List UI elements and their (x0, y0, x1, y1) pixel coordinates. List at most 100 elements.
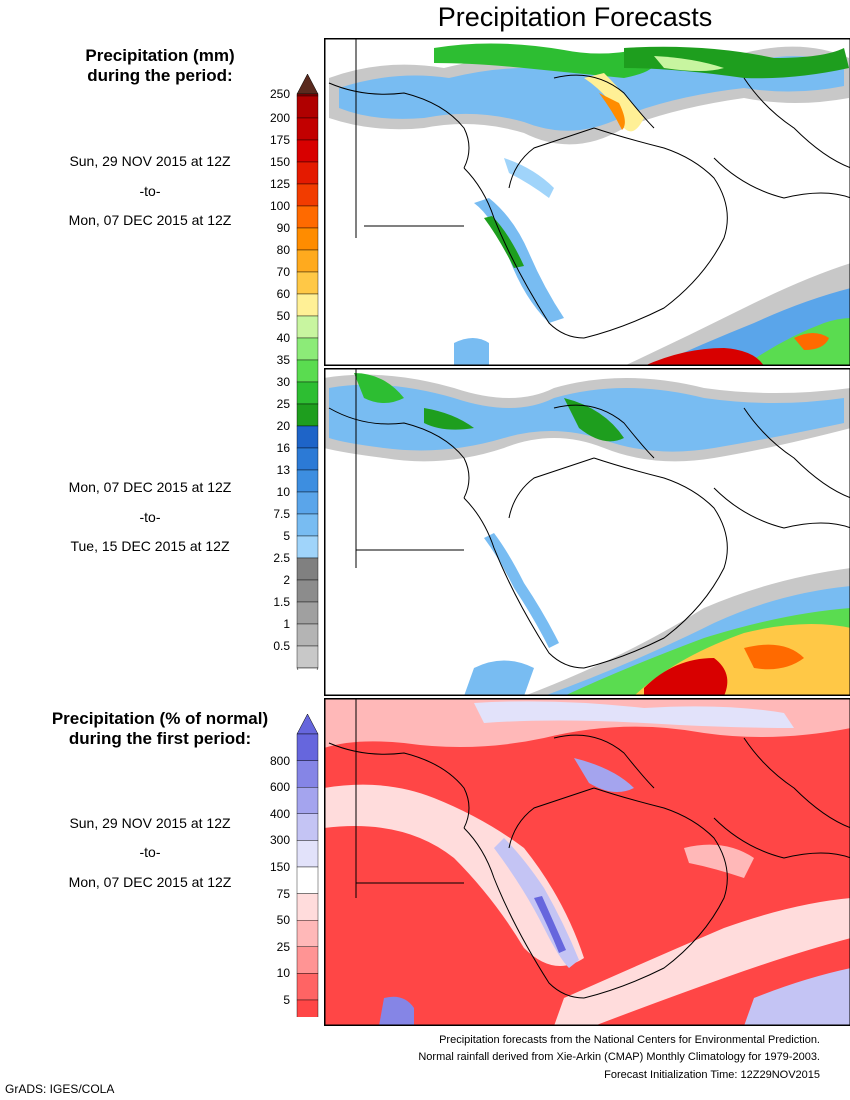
map-panel-percent-normal (324, 698, 850, 1026)
precip-pct-tick-label: 10 (276, 966, 290, 981)
precip-pct-swatch (296, 973, 319, 1001)
footer-normal-line: Normal rainfall derived from Xie-Arkin (… (418, 1051, 820, 1063)
precip-mm-swatch (296, 227, 319, 251)
period2-end: Tue, 15 DEC 2015 at 12Z (70, 538, 230, 554)
precip-pct-swatch (296, 866, 319, 894)
precip-mm-tick-label: 80 (276, 243, 290, 257)
precip-mm-swatch (296, 95, 319, 119)
precip-mm-tick-label: 250 (269, 87, 290, 101)
precip-mm-swatch (296, 557, 319, 581)
precip-mm-swatch (296, 447, 319, 471)
precip-pct-tick-label: 600 (269, 780, 290, 795)
precip-pct-swatch (296, 840, 319, 868)
precip-mm-tick-label: 90 (276, 221, 290, 235)
precip-mm-swatch (296, 271, 319, 295)
precip-mm-tick-label: 2 (283, 573, 290, 587)
precip-mm-swatch (296, 601, 319, 625)
precip-pct-tick-label: 5 (283, 993, 290, 1007)
legend-pct-heading-line1: Precipitation (% of normal) (51, 709, 269, 728)
period1-end: Mon, 07 DEC 2015 at 12Z (68, 212, 232, 228)
precip-mm-tick-label: 7.5 (273, 507, 290, 521)
precip-mm-swatch (296, 535, 319, 559)
precip-mm-tick-label: 35 (276, 353, 290, 367)
map-panel-week1-precip (324, 38, 850, 366)
precip-mm-tick-label: 16 (276, 441, 290, 455)
precip-mm-swatch (296, 139, 319, 163)
period1-start: Sun, 29 NOV 2015 at 12Z (69, 153, 231, 169)
period1-to: -to- (139, 183, 161, 199)
precip-pct-swatch (296, 813, 319, 841)
precip-mm-tick-label: 5 (283, 529, 290, 543)
precip-pct-swatch (296, 733, 319, 761)
precip-mm-swatch (296, 93, 319, 97)
precip-pct-tick-label: 75 (276, 886, 290, 901)
precip-mm-tick-label: 60 (276, 287, 290, 301)
precip-pct-tick-label: 50 (276, 913, 290, 928)
precip-pct-swatch (296, 946, 319, 974)
precip-pct-swatch (296, 786, 319, 814)
grads-credit: GrADS: IGES/COLA (5, 1082, 115, 1096)
precip-mm-tick-label: 13 (276, 463, 290, 477)
precip-pct-top-arrow (296, 713, 319, 735)
period2-start: Mon, 07 DEC 2015 at 12Z (68, 479, 232, 495)
period2-to: -to- (139, 509, 161, 525)
precip-mm-swatch (296, 381, 319, 405)
precip-mm-swatch (296, 623, 319, 647)
precip-mm-tick-label: 2.5 (273, 551, 290, 565)
precip-mm-swatch (296, 117, 319, 141)
precip-mm-tick-label: 150 (269, 155, 290, 169)
period3-end: Mon, 07 DEC 2015 at 12Z (68, 874, 232, 890)
precip-mm-swatch (296, 579, 319, 603)
precip-mm-tick-label: 25 (276, 397, 290, 411)
precip-mm-bottom-arrow (296, 667, 319, 670)
precip-mm-tick-label: 125 (269, 177, 290, 191)
legend-pct-heading: Precipitation (% of normal) during the f… (20, 709, 300, 749)
precip-mm-swatch (296, 315, 319, 339)
precip-pct-colorbar (296, 713, 319, 1017)
precip-mm-tick-label: 0.5 (273, 639, 290, 653)
precip-pct-tick-label: 800 (269, 753, 290, 768)
precip-mm-swatch (296, 645, 319, 669)
legend-mm-heading-line1: Precipitation (mm) (85, 46, 235, 65)
footer-init-time: Forecast Initialization Time: 12Z29NOV20… (604, 1069, 820, 1081)
period3-to: -to- (139, 844, 161, 860)
precip-mm-tick-label: 1 (283, 617, 290, 631)
precip-mm-swatch (296, 205, 319, 229)
precip-mm-tick-label: 1.5 (273, 595, 290, 609)
precip-mm-tick-label: 40 (276, 331, 290, 345)
precip-mm-swatch (296, 293, 319, 317)
precip-mm-tick-label: 50 (276, 309, 290, 323)
precip-mm-tick-label: 70 (276, 265, 290, 279)
precip-pct-swatch (296, 919, 319, 947)
precip-mm-swatch (296, 183, 319, 207)
precip-pct-swatch (296, 999, 319, 1017)
precip-mm-swatch (296, 161, 319, 185)
period3-start: Sun, 29 NOV 2015 at 12Z (69, 815, 231, 831)
page-title: Precipitation Forecasts (437, 2, 713, 32)
precip-pct-swatch (296, 760, 319, 788)
precip-mm-tick-label: 100 (269, 199, 290, 213)
legend-mm-heading: Precipitation (mm) during the period: (40, 46, 280, 86)
precip-mm-swatch (296, 513, 319, 537)
precip-mm-tick-label: 20 (276, 419, 290, 433)
precip-pct-swatch (296, 893, 319, 921)
precip-mm-swatch (296, 249, 319, 273)
precip-mm-swatch (296, 491, 319, 515)
map-panel-week2-precip (324, 368, 850, 696)
precip-mm-swatch (296, 425, 319, 449)
precip-pct-tick-label: 300 (269, 833, 290, 848)
precip-mm-swatch (296, 337, 319, 361)
precip-mm-tick-label: 200 (269, 111, 290, 125)
precip-mm-swatch (296, 359, 319, 383)
precip-pct-tick-label: 400 (269, 806, 290, 821)
precip-pct-tick-label: 25 (276, 939, 290, 954)
precip-mm-colorbar (296, 73, 319, 670)
precip-mm-tick-label: 175 (269, 133, 290, 147)
footer-source-line: Precipitation forecasts from the Nationa… (439, 1034, 820, 1046)
precip-mm-tick-label: 30 (276, 375, 290, 389)
legend-pct-heading-line2: during the first period: (68, 729, 252, 748)
precip-mm-swatch (296, 469, 319, 493)
precip-pct-tick-label: 150 (269, 860, 290, 874)
precip-mm-tick-label: 10 (276, 485, 290, 499)
precip-mm-top-arrow (296, 73, 319, 95)
